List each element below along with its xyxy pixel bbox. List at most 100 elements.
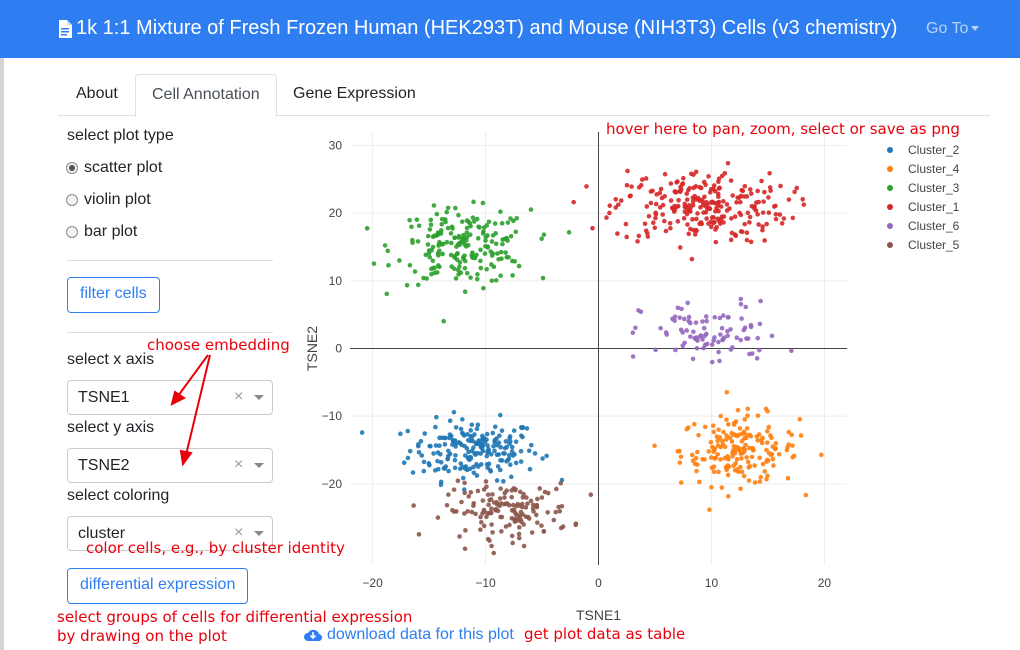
data-point (767, 170, 772, 176)
y-axis-select[interactable]: TSNE2 × (67, 448, 273, 483)
data-point (458, 426, 464, 432)
legend-marker-icon (887, 222, 893, 229)
data-point (491, 264, 497, 270)
data-point (686, 425, 691, 430)
data-point (769, 333, 775, 339)
data-point (719, 485, 725, 490)
download-link[interactable]: download data for this plot (303, 626, 514, 644)
data-point (643, 176, 649, 181)
legend-item[interactable]: Cluster_3 (887, 178, 959, 197)
data-point (715, 451, 720, 457)
data-point (474, 252, 479, 258)
legend-item[interactable]: Cluster_6 (887, 216, 959, 235)
data-point (695, 449, 700, 455)
data-point (519, 504, 525, 510)
data-point (688, 209, 693, 214)
data-point (481, 286, 486, 291)
data-point (755, 413, 761, 418)
clear-icon[interactable]: × (234, 388, 244, 405)
chevron-down-icon[interactable] (254, 463, 264, 468)
data-point (725, 160, 731, 166)
data-point (707, 190, 713, 195)
data-point (452, 465, 458, 471)
data-point (475, 236, 481, 241)
clear-icon[interactable]: × (234, 456, 244, 473)
legend-label: Cluster_1 (908, 199, 960, 214)
data-point (525, 514, 531, 520)
radio-scatter-plot[interactable]: scatter plot (66, 159, 162, 177)
data-point (722, 171, 728, 176)
tab-about[interactable]: About (76, 85, 118, 102)
divider (67, 260, 273, 261)
data-point (629, 184, 634, 189)
data-point (741, 429, 747, 435)
differential-expression-button[interactable]: differential expression (67, 568, 249, 604)
scatter-plot[interactable]: −20 −10 0 10 20 −20 −10 0 10 20 30 TSNE1 TSNE2 (300, 120, 1020, 630)
data-point (681, 216, 687, 221)
data-point (731, 463, 736, 469)
data-point (526, 448, 532, 454)
x-axis-select[interactable]: TSNE1 × (67, 380, 273, 415)
legend-item[interactable]: Cluster_2 (887, 140, 959, 159)
coloring-select[interactable]: cluster × (67, 516, 273, 551)
data-point (754, 356, 760, 361)
data-point (466, 494, 472, 499)
data-point (489, 239, 495, 244)
data-point (773, 203, 778, 209)
data-point (704, 331, 709, 337)
data-point (738, 464, 743, 470)
data-point (717, 185, 722, 191)
data-point (725, 422, 731, 427)
data-point (475, 422, 481, 428)
data-point (478, 258, 483, 264)
data-point (498, 209, 503, 214)
data-point (711, 469, 717, 475)
data-point (484, 453, 490, 459)
x-axis-value: TSNE1 (78, 389, 130, 406)
legend-item[interactable]: Cluster_5 (887, 235, 959, 254)
data-point (528, 207, 534, 212)
data-point (668, 198, 674, 203)
data-point (633, 325, 638, 331)
legend-item[interactable]: Cluster_1 (887, 197, 959, 216)
data-point (658, 186, 664, 192)
data-point (469, 422, 475, 428)
filter-cells-button[interactable]: filter cells (67, 277, 160, 313)
data-point (706, 221, 711, 226)
data-point (759, 178, 764, 184)
data-point (429, 248, 434, 253)
data-point (801, 202, 807, 207)
data-point (707, 507, 712, 513)
radio-bar-plot[interactable]: bar plot (66, 223, 137, 241)
clear-icon[interactable]: × (234, 524, 244, 541)
tab-gene-expression[interactable]: Gene Expression (293, 85, 416, 102)
data-point (739, 456, 744, 461)
chevron-down-icon[interactable] (254, 395, 264, 400)
legend[interactable]: Cluster_2 Cluster_4 Cluster_3 Cluster_1 Clus… (887, 140, 959, 254)
data-point (660, 202, 666, 208)
data-point (717, 315, 723, 321)
data-point (709, 359, 715, 365)
data-point (486, 502, 491, 508)
chevron-down-icon[interactable] (254, 531, 264, 536)
data-point (755, 438, 761, 443)
data-point (723, 437, 729, 442)
data-point (757, 321, 763, 327)
data-point (749, 454, 755, 460)
data-point (488, 451, 494, 457)
data-point (653, 201, 659, 207)
data-point (755, 335, 761, 341)
legend-item[interactable]: Cluster_4 (887, 159, 959, 178)
data-point (494, 452, 500, 458)
data-point (397, 258, 402, 263)
radio-violin-plot[interactable]: violin plot (66, 191, 151, 209)
data-point (489, 522, 494, 527)
data-point (687, 320, 693, 326)
data-point (653, 211, 659, 217)
data-point (724, 389, 730, 395)
tab-cell-annotation[interactable]: Cell Annotation (135, 74, 277, 117)
data-point (615, 231, 620, 236)
goto-dropdown[interactable]: Go To (926, 20, 980, 38)
data-point (678, 184, 683, 190)
data-point (471, 470, 477, 476)
